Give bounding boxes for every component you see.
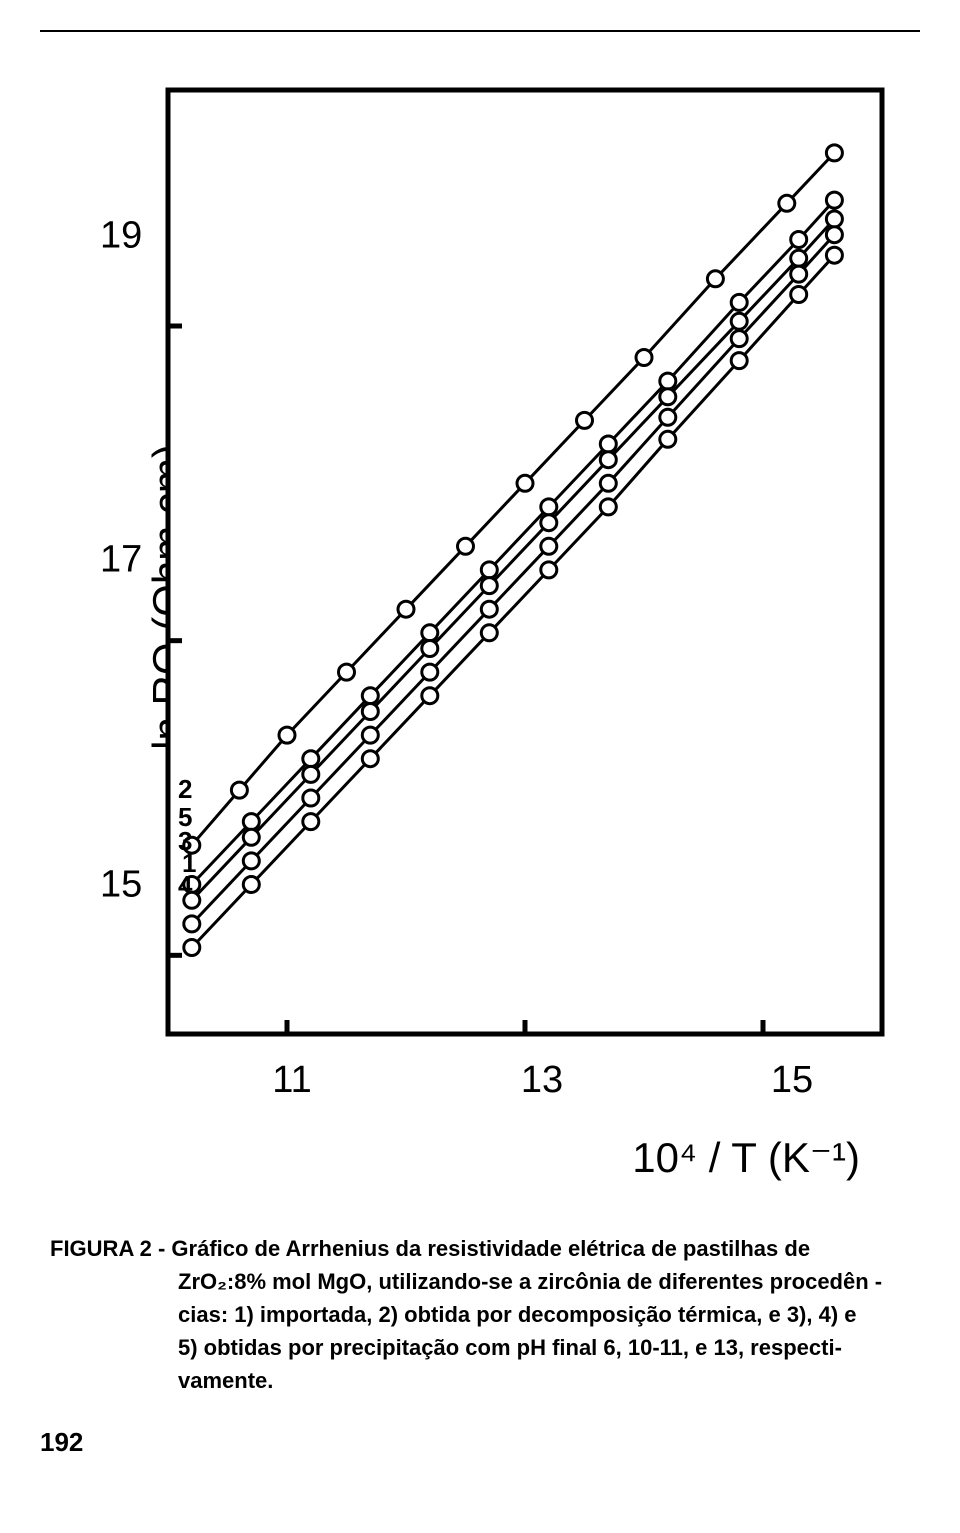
caption-prefix: FIGURA 2 - (50, 1236, 171, 1261)
series-label-2: 2 (178, 774, 192, 805)
series-label-4: 4 (178, 870, 192, 901)
ytick-label: 17 (100, 539, 142, 582)
caption-line: vamente. (50, 1364, 920, 1397)
caption-line: 5) obtidas por precipitação com pH final… (50, 1331, 920, 1364)
figure-caption: FIGURA 2 - Gráfico de Arrhenius da resis… (40, 1232, 920, 1397)
ytick-label: 19 (100, 215, 142, 258)
plot-area (150, 72, 900, 1052)
arrhenius-chart: ln RO (Ohm.cm) 15 17 19 11 13 15 10⁴ / T… (70, 72, 900, 1122)
caption-line: cias: 1) importada, 2) obtida por decomp… (50, 1298, 920, 1331)
top-rule (40, 30, 920, 32)
xtick-label: 13 (521, 1059, 563, 1102)
caption-line: ZrO₂:8% mol MgO, utilizando-se a zircôni… (50, 1265, 920, 1298)
xtick-label: 15 (771, 1059, 813, 1102)
xtick-label: 11 (272, 1059, 311, 1102)
ytick-label: 15 (100, 864, 142, 907)
page-number: 192 (40, 1427, 920, 1458)
x-axis-label: 10⁴ / T (K⁻¹) (632, 1133, 860, 1182)
caption-line: Gráfico de Arrhenius da resistividade el… (171, 1236, 810, 1261)
